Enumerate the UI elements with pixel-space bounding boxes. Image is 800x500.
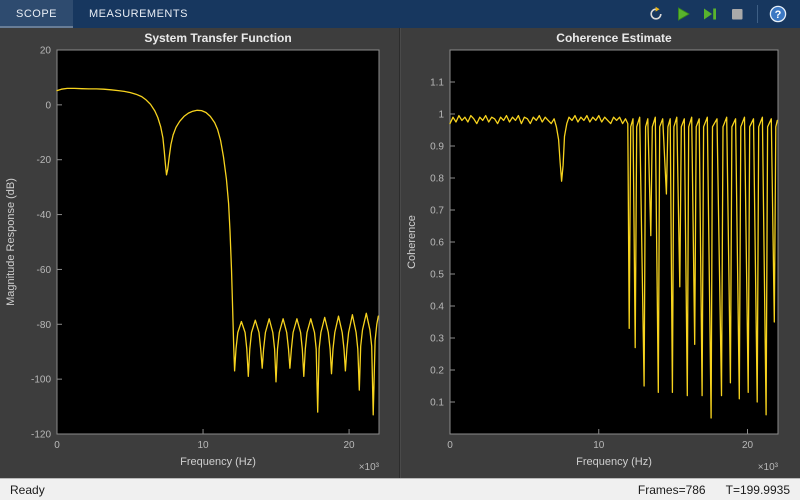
tab-scope[interactable]: SCOPE bbox=[0, 0, 74, 28]
y-tick-label: -20 bbox=[37, 155, 52, 166]
y-tick-label: -80 bbox=[37, 320, 52, 331]
panel-divider bbox=[399, 28, 401, 478]
y-tick-label: 1 bbox=[438, 110, 444, 121]
chart-title: System Transfer Function bbox=[144, 31, 291, 45]
x-axis-label: Frequency (Hz) bbox=[180, 456, 256, 468]
toolstrip: SCOPE MEASUREMENTS bbox=[0, 0, 800, 28]
y-tick-label: -60 bbox=[37, 265, 52, 276]
signal-trace bbox=[56, 87, 379, 416]
step-forward-button[interactable] bbox=[698, 2, 722, 26]
tab-measurements[interactable]: MEASUREMENTS bbox=[89, 8, 188, 20]
x-tick-label: 10 bbox=[593, 440, 605, 451]
simulation-controls: ? bbox=[644, 0, 800, 28]
x-tick-label: 0 bbox=[54, 440, 60, 451]
x-axis-label: Frequency (Hz) bbox=[576, 456, 652, 468]
x-tick-label: 20 bbox=[742, 440, 754, 451]
x-tick-label: 0 bbox=[447, 440, 453, 451]
y-tick-label: -40 bbox=[37, 210, 52, 221]
status-ready: Ready bbox=[10, 482, 45, 497]
y-tick-label: 0.8 bbox=[430, 174, 444, 185]
status-counters: Frames=786 T=199.9935 bbox=[638, 483, 790, 497]
chart-title: Coherence Estimate bbox=[556, 31, 672, 45]
transfer-function-chart: 0 10 20 20 0 -20 -40 -60 -80 -100 -120 System Trans… bbox=[5, 31, 380, 473]
status-time: T=199.9935 bbox=[725, 482, 790, 497]
stop-button[interactable] bbox=[725, 2, 749, 26]
coherence-panel: 0 10 20 1.1 1 0.9 0.8 0.7 0.6 0.5 0.4 0.3 0.2 0.1 Cohe… bbox=[401, 28, 800, 478]
x-tick-label: 10 bbox=[197, 440, 209, 451]
y-tick-label: -120 bbox=[31, 430, 51, 441]
y-tick-label: 20 bbox=[40, 46, 52, 57]
run-icon bbox=[678, 7, 690, 21]
replay-icon bbox=[650, 6, 662, 20]
y-tick-label: 1.1 bbox=[430, 78, 444, 89]
y-tick-label: 0.5 bbox=[430, 270, 444, 281]
run-button[interactable] bbox=[671, 2, 695, 26]
y-tick-label: 0.9 bbox=[430, 142, 444, 153]
status-bar: Ready Frames=786 T=199.9935 bbox=[0, 478, 800, 500]
help-question-mark: ? bbox=[775, 9, 782, 21]
help-icon: ? bbox=[769, 5, 787, 23]
y-tick-label: 0.4 bbox=[430, 302, 444, 313]
y-tick-label: 0 bbox=[45, 100, 51, 111]
y-tick-label: 0.2 bbox=[430, 366, 444, 377]
toolbar-separator bbox=[757, 5, 758, 23]
y-tick-label: 0.3 bbox=[430, 334, 444, 345]
x-scale-multiplier: ×10³ bbox=[758, 462, 779, 473]
y-tick-label: 0.6 bbox=[430, 238, 444, 249]
y-tick-label: 0.1 bbox=[430, 398, 444, 409]
plot-area bbox=[56, 49, 380, 435]
coherence-chart: 0 10 20 1.1 1 0.9 0.8 0.7 0.6 0.5 0.4 0.3 0.2 0.1 Cohe… bbox=[406, 31, 779, 473]
status-frames: Frames=786 bbox=[637, 482, 706, 497]
transfer-function-panel: 0 10 20 20 0 -20 -40 -60 -80 -100 -120 System Trans… bbox=[0, 28, 399, 478]
toolstrip-tabs: SCOPE MEASUREMENTS bbox=[0, 0, 204, 28]
y-axis-label: Magnitude Response (dB) bbox=[5, 178, 17, 306]
y-tick-label: -100 bbox=[31, 375, 51, 386]
y-tick-label: 0.7 bbox=[430, 206, 444, 217]
y-axis-label: Coherence bbox=[406, 215, 418, 269]
replay-button[interactable] bbox=[644, 2, 668, 26]
stop-icon bbox=[732, 9, 743, 20]
signal-trace bbox=[449, 114, 778, 419]
help-button[interactable]: ? bbox=[766, 2, 790, 26]
x-scale-multiplier: ×10³ bbox=[359, 462, 380, 473]
step-forward-icon bbox=[704, 8, 716, 20]
x-tick-label: 20 bbox=[344, 440, 356, 451]
plot-region: 0 10 20 20 0 -20 -40 -60 -80 -100 -120 System Trans… bbox=[0, 28, 800, 478]
plot-area bbox=[449, 49, 779, 435]
